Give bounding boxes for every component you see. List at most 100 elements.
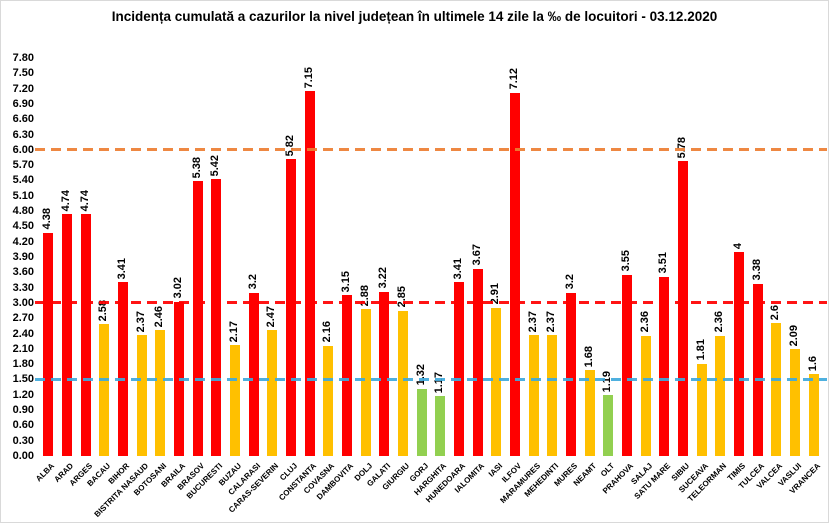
bar-bacau	[99, 324, 110, 456]
x-axis-label-teleorman: TELEORMAN	[686, 461, 729, 504]
bar-value-tulcea: 3.38	[750, 259, 763, 281]
bar-value-suceava: 1.81	[694, 339, 707, 361]
bar-ilfov	[510, 92, 520, 456]
bar-value-galati: 3.22	[377, 267, 390, 289]
bar-bistrita-nasaud	[136, 335, 147, 456]
bar-bihor	[118, 282, 128, 456]
bar-prahova	[622, 274, 632, 456]
bar-value-cluj: 5.82	[284, 134, 296, 157]
bar-value-bucuresti: 5.42	[209, 155, 222, 177]
x-axis-label-ialomita: IALOMITA	[452, 461, 486, 495]
bar-satu-mare	[659, 276, 670, 456]
x-axis-label-valcea: VALCEA	[755, 461, 785, 491]
y-axis-tick-2.70: 2.70	[12, 312, 34, 325]
x-axis-label-galati: GALATI	[365, 461, 393, 489]
bar-mures	[566, 292, 576, 456]
reference-line-3.00	[35, 301, 827, 305]
x-axis-label-botosani: BOTOSANI	[132, 461, 169, 498]
y-axis-tick-3.00: 3.00	[12, 296, 34, 309]
x-axis-label-olt: OLT	[599, 461, 617, 479]
x-axis-label-dolj: DOLJ	[352, 461, 374, 483]
x-axis-label-calarasi: CALARASI	[226, 461, 262, 497]
x-axis-label-vrancea: VRANCEA	[787, 461, 822, 496]
bar-galati	[379, 291, 390, 456]
bar-sibiu	[678, 161, 688, 456]
bar-value-botosani: 2.46	[153, 306, 166, 328]
reference-line-1.50	[35, 377, 827, 381]
x-axis-label-hunedoara: HUNEDOARA	[424, 461, 468, 505]
bar-value-braila: 3.02	[172, 277, 184, 299]
x-axis-label-bistrita-nasaud: BISTRITA NASAUD	[92, 461, 150, 519]
bar-dolj	[360, 309, 371, 456]
bar-value-maramures: 2.37	[526, 310, 539, 333]
x-axis-label-vaslui: VASLUI	[776, 461, 804, 489]
bar-value-timis: 4	[732, 242, 744, 249]
x-axis-label-maramures: MARAMURES	[498, 461, 542, 506]
bar-covasna	[323, 345, 334, 456]
y-axis-tick-2.40: 2.40	[12, 327, 34, 340]
y-axis-tick-0.60: 0.60	[12, 419, 34, 432]
bar-harghita	[435, 396, 446, 456]
x-axis-label-braila: BRAILA	[159, 461, 188, 490]
x-axis-label-prahova: PRAHOVA	[600, 461, 636, 496]
x-axis-label-neamt: NEAMT	[571, 461, 598, 488]
x-axis-label-satu-mare: SATU MARE	[632, 461, 673, 501]
bar-value-arad: 4.74	[60, 189, 72, 212]
y-axis-tick-6.90: 6.90	[12, 97, 34, 110]
bar-teleorman	[715, 335, 726, 456]
bar-timis	[734, 251, 744, 456]
bar-value-salaj: 2.36	[638, 311, 651, 333]
y-axis-tick-6.30: 6.30	[12, 128, 34, 141]
y-axis-tick-5.10: 5.10	[12, 189, 34, 202]
bar-vaslui	[790, 349, 800, 456]
bar-caras-severin	[267, 329, 278, 456]
y-axis-tick-7.20: 7.20	[12, 82, 34, 95]
x-axis-label-suceava: SUCEAVA	[676, 461, 710, 495]
y-axis-tick-1.20: 1.20	[12, 388, 34, 401]
bar-value-vrancea: 1.6	[806, 356, 819, 372]
bar-value-caras-severin: 2.47	[265, 305, 278, 327]
bar-value-vaslui: 2.09	[788, 324, 800, 347]
x-axis-label-gorj: GORJ	[407, 461, 430, 484]
y-axis-tick-3.60: 3.60	[12, 266, 34, 279]
y-axis-tick-6.60: 6.60	[12, 113, 34, 126]
x-axis-label-mehedinti: MEHEDINTI	[523, 461, 561, 499]
bar-arad	[62, 214, 72, 456]
bar-olt	[603, 395, 614, 456]
x-axis-label-brasov: BRASOV	[175, 461, 206, 492]
reference-line-6.00	[35, 148, 827, 152]
bar-botosani	[155, 330, 166, 456]
bar-value-gorj: 1.32	[414, 364, 427, 386]
bar-bucuresti	[211, 179, 222, 456]
bar-value-ilfov: 7.12	[508, 68, 520, 90]
y-axis-tick-4.80: 4.80	[12, 205, 34, 218]
y-axis-tick-1.50: 1.50	[12, 373, 34, 386]
bar-brasov	[192, 181, 203, 456]
x-axis-label-giurgiu: GIURGIU	[380, 461, 412, 492]
bar-tulcea	[752, 283, 763, 456]
bar-gorj	[416, 388, 427, 456]
y-axis-tick-6.00: 6.00	[12, 143, 34, 156]
bar-value-olt: 1.19	[601, 370, 614, 393]
y-axis-tick-1.80: 1.80	[12, 358, 34, 371]
x-axis-label-sibiu: SIBIU	[669, 461, 692, 483]
bar-calarasi	[248, 292, 259, 456]
bar-dambovita	[342, 295, 352, 456]
bar-cluj	[286, 159, 296, 456]
bar-valcea	[771, 323, 782, 456]
bar-value-mehedinti: 2.37	[545, 310, 558, 333]
bar-value-arges: 4.74	[78, 189, 91, 212]
bar-value-covasna: 2.16	[321, 321, 334, 343]
bar-giurgiu	[398, 310, 408, 456]
bar-value-neamt: 1.68	[582, 345, 595, 368]
bar-value-dambovita: 3.15	[340, 270, 352, 293]
bar-arges	[80, 214, 91, 456]
bar-buzau	[230, 345, 240, 456]
x-axis-label-covasna: COVASNA	[302, 461, 337, 496]
y-axis-tick-7.50: 7.50	[12, 67, 34, 80]
bar-salaj	[640, 335, 651, 456]
y-axis-tick-0.30: 0.30	[12, 434, 34, 447]
y-axis-tick-0.00: 0.00	[12, 450, 34, 462]
bar-hunedoara	[454, 282, 464, 456]
